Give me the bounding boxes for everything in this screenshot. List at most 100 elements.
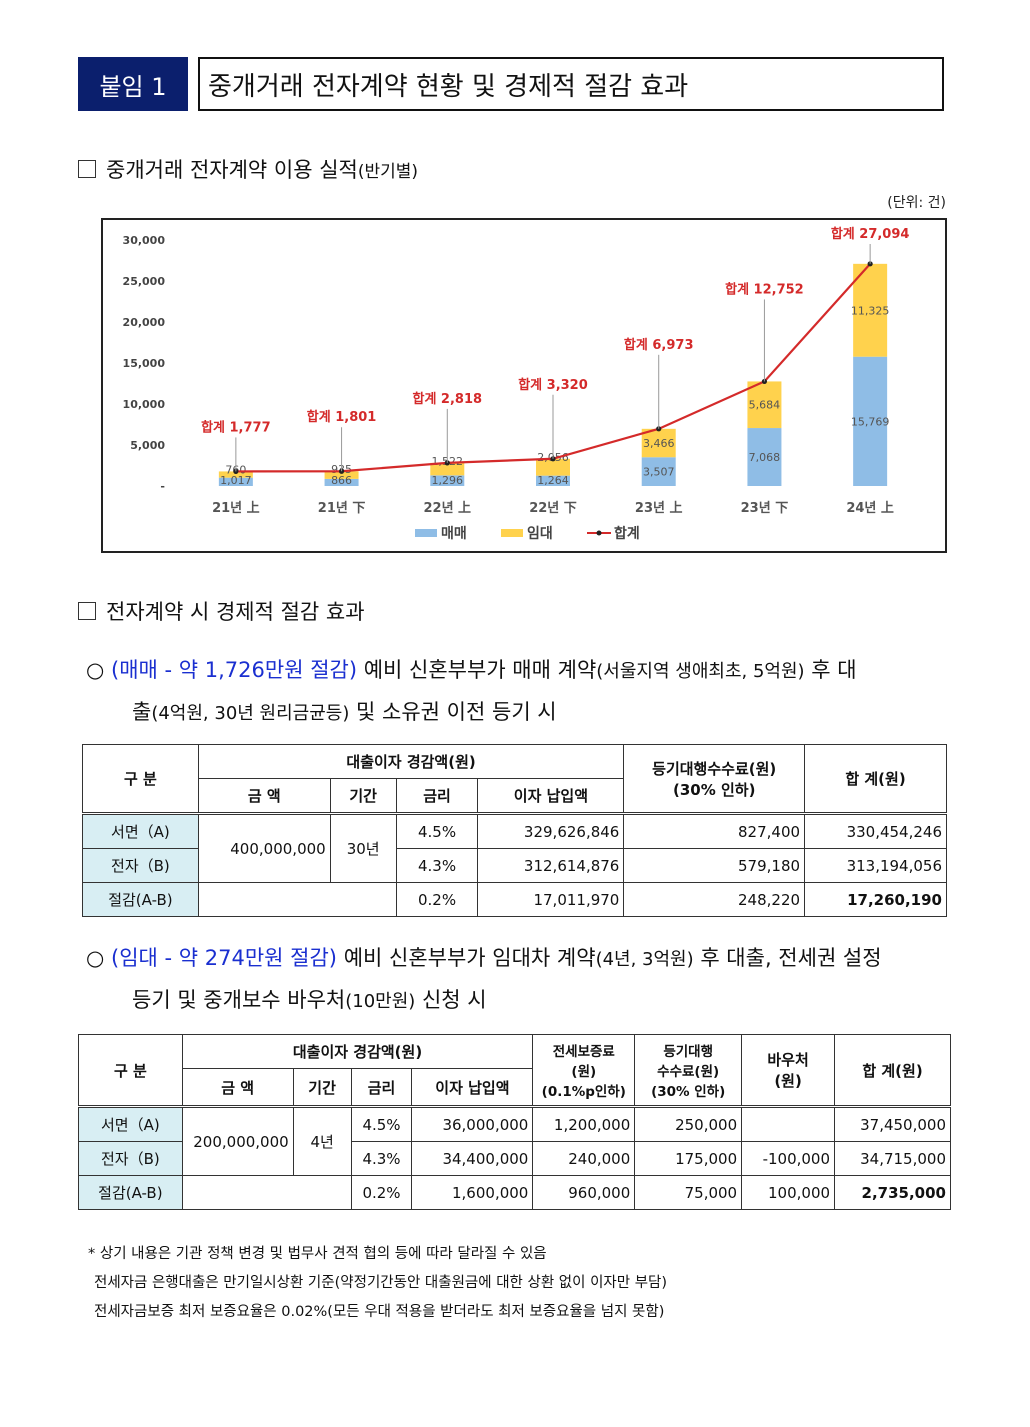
x-tick-label: 23년 下 — [741, 501, 789, 516]
data-label-sale: 7,068 — [749, 451, 781, 464]
bullet-text: (10만원) — [345, 991, 416, 1012]
row-label: 서면（A) — [82, 812, 199, 849]
data-label-sale: 3,507 — [643, 466, 675, 479]
x-tick-label: 21년 下 — [318, 501, 366, 516]
section-title: 중개거래 전자계약 이용 실적 — [106, 158, 358, 182]
bullet-sale: ○ (매매 - 약 1,726만원 절감) 예비 신혼부부가 매매 계약(서울지… — [86, 650, 956, 734]
interest-cell: 34,400,000 — [411, 1141, 534, 1176]
bullet-text: 등기 및 중개보수 바우처 — [132, 988, 346, 1012]
col-header: 대출이자 경감액(원) — [197, 744, 625, 779]
attachment-badge: 붙임 1 — [78, 57, 188, 111]
section-subtitle: (반기별) — [357, 161, 419, 182]
loan-amount-cell: 400,000,000 — [197, 812, 331, 883]
data-label-sale: 1,296 — [432, 474, 464, 487]
col-header: 이자 납입액 — [477, 778, 625, 814]
interest-cell: 329,626,846 — [477, 812, 625, 849]
fee-cell: 175,000 — [634, 1141, 743, 1176]
guarantee-cell: 1,200,000 — [532, 1105, 636, 1142]
total-label: 합계 2,818 — [412, 391, 482, 407]
rate-cell: 4.5% — [395, 812, 479, 849]
y-tick-label: 15,000 — [123, 357, 166, 370]
lease-savings-table: 구 분 대출이자 경감액(원) 전세보증료 (원) (0.1%p인하) 등기대행… — [78, 1034, 951, 1210]
table-row: 서면（A) 200,000,000 4년 4.5% 36,000,000 1,2… — [78, 1105, 951, 1176]
col-header: 기간 — [329, 778, 397, 814]
fee-cell: 75,000 — [634, 1175, 743, 1210]
bullet-text: 신청 시 — [415, 988, 487, 1012]
table-row: 전자（B) 4.3% 312,614,876 579,180 313,194,0… — [82, 848, 947, 883]
footnote: 전세자금보증 최저 보증요율은 0.02%(모든 우대 적용을 받더라도 최저 … — [94, 1304, 665, 1320]
total-label: 합계 6,973 — [624, 337, 694, 353]
chart-frame: - 5,000 10,000 15,000 20,000 25,000 30,000 1,01… — [101, 218, 947, 553]
rate-cell: 0.2% — [395, 882, 479, 917]
loan-amount-cell: 200,000,000 — [181, 1105, 294, 1176]
data-label-sale: 866 — [331, 474, 352, 487]
document-title: 중개거래 전자계약 현황 및 경제적 절감 효과 — [198, 57, 944, 111]
rate-cell: 4.5% — [350, 1105, 413, 1142]
footnote: 전세자금 은행대출은 만기일시상환 기준(약정기간동안 대출원금에 대한 상환 … — [94, 1275, 668, 1291]
bar-lease — [430, 462, 465, 476]
col-header: 기간 — [292, 1068, 352, 1107]
interest-cell: 1,600,000 — [411, 1175, 534, 1210]
unit-label: (단위: 건) — [887, 195, 946, 211]
empty-cell — [197, 882, 397, 917]
bar-sale — [218, 477, 253, 486]
data-label-lease: 5,684 — [749, 399, 781, 412]
col-header: 금 액 — [181, 1068, 294, 1107]
bar-lease — [853, 263, 888, 357]
col-header-line: 전세보증료 — [552, 1044, 615, 1060]
fee-cell: 827,400 — [623, 812, 806, 849]
stacked-bar-chart: - 5,000 10,000 15,000 20,000 25,000 30,000 1,01… — [123, 226, 910, 542]
y-tick-label: - — [160, 480, 165, 493]
col-header: 구 분 — [78, 1034, 183, 1107]
total-label: 합계 12,752 — [725, 281, 804, 297]
bullet-text: 예비 신혼부부가 임대차 계약 — [337, 946, 596, 970]
data-label-sale: 15,769 — [851, 415, 890, 428]
bullet-text: 및 소유권 이전 등기 시 — [349, 700, 557, 724]
row-label: 전자（B) — [82, 848, 199, 883]
total-cell: 2,735,000 — [834, 1175, 951, 1210]
table-row: 절감(A-B) 0.2% 17,011,970 248,220 17,260,1… — [82, 882, 947, 917]
x-tick-label: 22년 上 — [423, 501, 471, 516]
legend-label: 매매 — [441, 526, 467, 542]
bar-sale — [853, 356, 888, 486]
bar-lease — [324, 471, 359, 479]
col-header: 이자 납입액 — [411, 1068, 534, 1107]
bar-sale — [536, 475, 570, 486]
loan-period-cell: 4년 — [292, 1105, 352, 1176]
x-tick-label: 24년 上 — [846, 501, 894, 516]
sale-savings-highlight: (매매 - 약 1,726만원 절감) — [111, 658, 358, 682]
col-header-line: (30% 인하) — [672, 780, 756, 799]
data-label-lease: 11,325 — [851, 304, 890, 317]
footnotes: * 상기 내용은 기관 정책 변경 및 법무사 견적 협의 등에 따라 달라질 … — [88, 1240, 667, 1327]
col-header-line: (원) — [571, 1064, 597, 1080]
section-heading-usage: 중개거래 전자계약 이용 실적 (반기별) — [78, 154, 418, 184]
legend-swatch-lease — [501, 529, 523, 537]
x-tick-label: 21년 上 — [212, 501, 260, 516]
total-label: 합계 3,320 — [518, 377, 588, 393]
total-cell: 34,715,000 — [834, 1141, 951, 1176]
circle-bullet-icon: ○ — [86, 946, 105, 970]
lease-savings-highlight: (임대 - 약 274만원 절감) — [111, 946, 338, 970]
table-row: 전자（B) 4.3% 34,400,000 240,000 175,000 -1… — [78, 1141, 951, 1176]
row-label: 절감(A-B) — [78, 1175, 183, 1210]
col-header-line: 등기대행수수료(원) — [652, 759, 777, 778]
legend-label: 합계 — [614, 525, 640, 542]
total-cell: 37,450,000 — [834, 1105, 951, 1142]
x-tick-label: 23년 上 — [635, 501, 683, 516]
data-label-lease: 3,466 — [643, 437, 675, 450]
bullet-text: (서울지역 생애최초, 5억원) — [596, 661, 805, 682]
legend-swatch-sale — [415, 529, 437, 537]
legend-label: 임대 — [527, 526, 553, 542]
rate-cell: 0.2% — [350, 1175, 413, 1210]
bar-lease — [641, 428, 676, 458]
bar-sale — [430, 475, 465, 486]
col-header: 바우처 (원) — [741, 1034, 836, 1107]
bullet-text: (4년, 3억원) — [595, 949, 694, 970]
total-label: 합계 1,801 — [307, 409, 377, 425]
checkbox-square-icon — [78, 160, 96, 178]
col-header: 등기대행수수료(원) (30% 인하) — [623, 744, 806, 814]
total-cell: 313,194,056 — [804, 848, 947, 883]
rate-cell: 4.3% — [350, 1141, 413, 1176]
col-header: 구 분 — [82, 744, 199, 814]
data-label-sale: 1,264 — [537, 474, 569, 487]
